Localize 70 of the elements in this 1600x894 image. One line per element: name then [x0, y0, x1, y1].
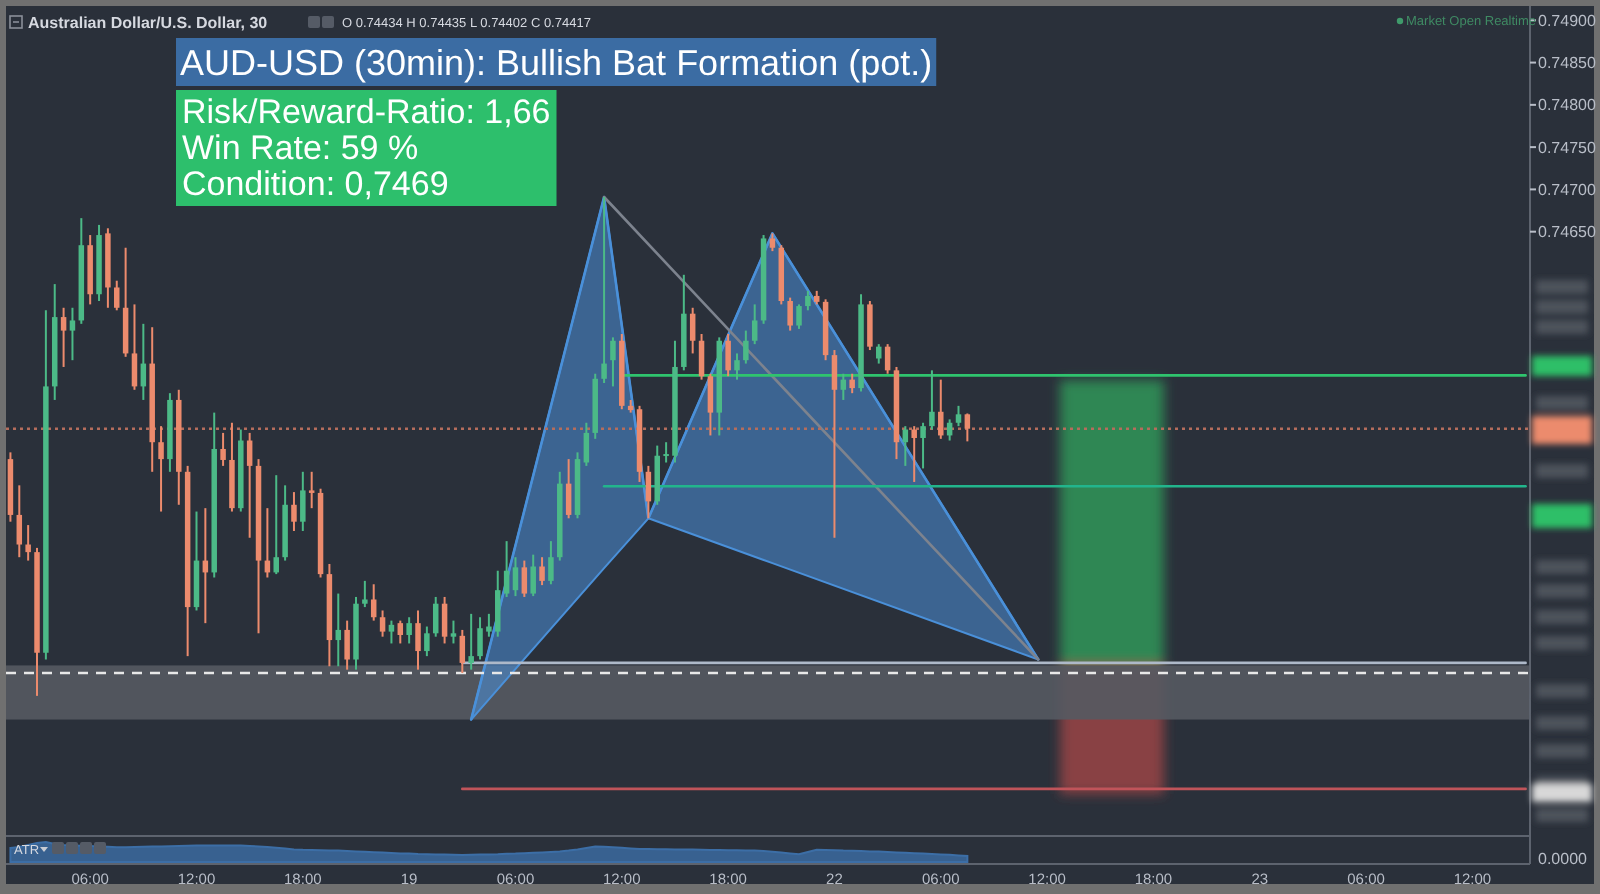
candlestick	[69, 306, 76, 362]
candlestick	[911, 425, 917, 483]
candlestick	[725, 332, 731, 378]
candlestick	[512, 556, 519, 598]
candlestick	[787, 296, 793, 332]
annotation: Win Rate: 59 %	[182, 128, 419, 167]
y-tick-label: 0.74800	[1538, 96, 1597, 115]
candlestick	[273, 474, 279, 576]
candlestick	[220, 431, 226, 467]
candlestick	[362, 579, 368, 609]
candlestick	[193, 510, 200, 612]
candlestick	[16, 484, 23, 559]
candlestick	[610, 336, 616, 388]
candlestick	[796, 303, 802, 330]
candlestick	[565, 458, 572, 520]
candlestick	[388, 619, 395, 645]
candlestick	[379, 609, 386, 638]
candlestick	[60, 306, 67, 368]
candlestick	[291, 491, 297, 532]
candlestick	[308, 470, 315, 510]
candlestick	[521, 559, 528, 598]
candlestick	[751, 303, 758, 346]
text: AUD-USD (30min): Bullish Bat Formation (pot.)	[180, 43, 933, 84]
candlestick	[158, 425, 164, 513]
candlestick	[406, 616, 412, 645]
candlestick	[849, 372, 855, 395]
candlestick	[964, 412, 971, 443]
candlestick	[450, 619, 457, 645]
candlestick	[867, 300, 873, 352]
candlestick	[698, 332, 705, 381]
candlestick	[424, 625, 430, 658]
candlestick	[415, 609, 421, 671]
candlestick	[689, 306, 696, 355]
candlestick	[459, 628, 466, 675]
annotation: Risk/Reward-Ratio: 1,66	[182, 92, 551, 131]
candlestick	[654, 444, 660, 506]
y-tick-label: 0.74900	[1538, 11, 1597, 30]
candlestick	[583, 421, 590, 467]
candlestick	[876, 343, 882, 365]
candlestick	[548, 540, 554, 586]
y-tick-label: 0.74700	[1538, 181, 1597, 199]
candlestick	[831, 349, 838, 539]
candlestick	[734, 352, 740, 381]
candlestick	[122, 246, 129, 358]
candlestick	[955, 404, 962, 428]
candlestick	[601, 196, 607, 385]
candlestick	[246, 431, 253, 539]
candlestick	[530, 553, 536, 598]
candlestick	[131, 303, 138, 391]
candlestick	[743, 329, 749, 365]
text: 0.0000	[1538, 849, 1589, 868]
y-tick-label: 0.74650	[1538, 223, 1597, 242]
candlestick	[938, 378, 944, 440]
annotation: Condition: 0,7469	[182, 164, 449, 203]
candlestick	[707, 372, 714, 437]
candlestick	[441, 595, 448, 645]
candlestick	[929, 369, 935, 431]
y-tick-label: 0.74850	[1538, 54, 1597, 73]
candlestick	[370, 583, 377, 622]
candlestick	[539, 556, 545, 587]
candlestick	[114, 279, 120, 312]
candlestick	[25, 524, 31, 562]
candlestick	[468, 612, 474, 671]
text: Australian Dollar/U.S. Dollar, 30	[28, 14, 269, 32]
y-tick-label: 0.74750	[1538, 138, 1597, 157]
candlestick	[344, 619, 350, 671]
candlestick	[397, 619, 404, 645]
candlestick	[300, 470, 306, 532]
candlestick	[920, 421, 926, 470]
candlestick	[805, 289, 811, 312]
